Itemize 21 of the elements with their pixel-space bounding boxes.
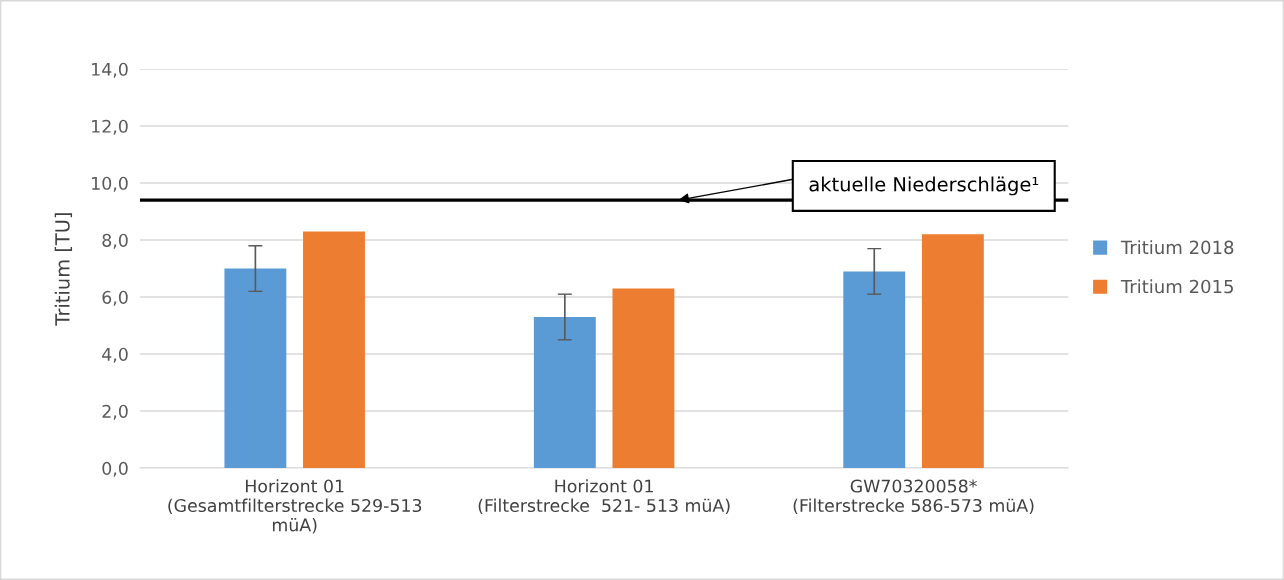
legend-label: Tritium 2018 [1120,240,1234,255]
bar [921,234,984,469]
y-tick-label: 8,0 [102,233,128,249]
y-tick-label: 14,0 [92,62,128,78]
x-tick-label: Horizont 01 (Filterstrecke 521- 513 müA) [478,479,730,515]
x-tick-label: Horizont 01 (Gesamtfilterstrecke 529-513 müA) [168,479,422,534]
x-tick-label: GW70320058* (Filterstrecke 586-573 müA) [793,479,1034,515]
y-tick-label: 10,0 [92,176,128,192]
annotation: aktuelle Niederschläge¹ [809,176,1039,196]
y-tick-label: 0,0 [102,461,128,477]
y-tick-label: 6,0 [102,290,128,306]
bar [612,288,675,469]
y-axis-title: Tritium [TU] [54,213,73,326]
legend-label: Tritium 2015 [1120,279,1233,294]
y-tick-label: 12,0 [92,119,128,135]
bar [224,268,287,469]
y-tick-label: 4,0 [102,347,128,363]
y-tick-label: 2,0 [102,404,128,420]
bar [843,271,906,469]
bar [303,231,365,469]
bar [533,316,596,469]
